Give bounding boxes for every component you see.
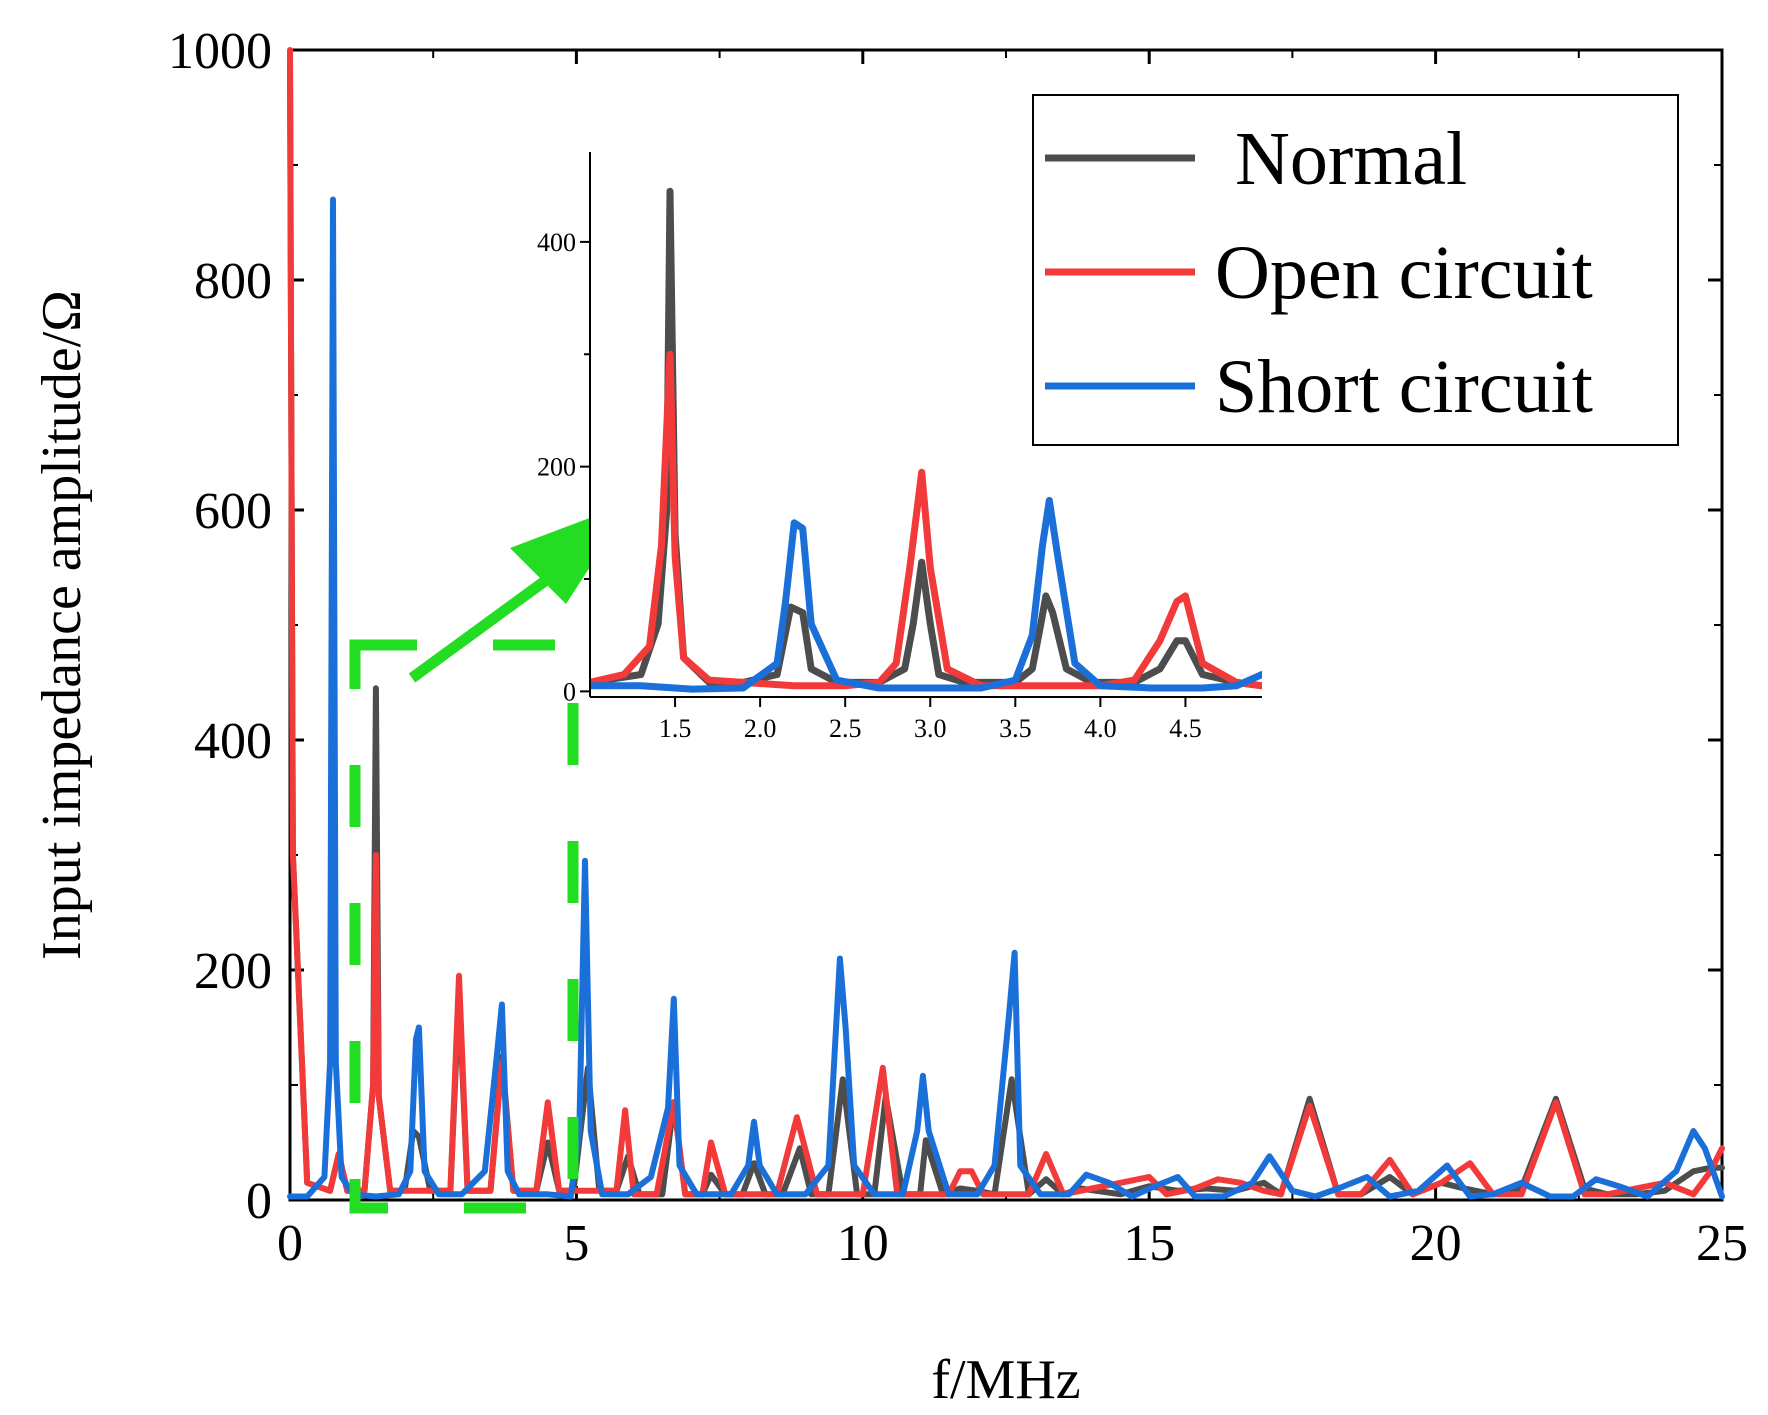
x-tick-label: 0: [277, 1215, 303, 1272]
main-axis-ticks: 0 5 10 15 20 25 0 200 400 600 800 1000: [168, 23, 1748, 1272]
inset-x-tick-label: 4.0: [1084, 714, 1117, 743]
y-tick-label: 600: [194, 483, 272, 540]
inset-x-tick-label: 1.5: [659, 714, 692, 743]
inset-x-tick-label: 2.0: [744, 714, 777, 743]
y-axis-label: Input impedance amplitude/Ω: [31, 290, 93, 960]
inset-series-group: [590, 187, 1262, 693]
y-tick-label: 1000: [168, 23, 272, 80]
legend-label-normal: Normal: [1235, 117, 1467, 201]
inset-x-tick-label: 4.5: [1169, 714, 1202, 743]
inset-x-tick-label: 3.0: [914, 714, 947, 743]
x-tick-label: 25: [1696, 1215, 1748, 1272]
x-axis-label: f/MHz: [931, 1349, 1080, 1411]
legend: Normal Open circuit Short circuit: [1032, 94, 1679, 446]
main-series-group: [287, 47, 1725, 1200]
inset-axis-ticks: 1.5 2.0 2.5 3.0 3.5 4.0 4.5 0 200 400: [537, 228, 1202, 743]
y-tick-label: 400: [194, 713, 272, 770]
inset-x-tick-label: 3.5: [999, 714, 1032, 743]
legend-label-short-circuit: Short circuit: [1215, 345, 1593, 429]
inset-series-line-open-circuit: [590, 350, 1262, 690]
inset-y-tick-label: 400: [537, 228, 576, 257]
series-line-short-circuit: [287, 196, 1725, 1200]
y-tick-label: 200: [194, 943, 272, 1000]
x-tick-label: 10: [837, 1215, 889, 1272]
legend-label-open-circuit: Open circuit: [1215, 231, 1593, 315]
y-tick-label: 800: [194, 253, 272, 310]
zoom-region-box: [349, 639, 579, 1214]
x-tick-label: 5: [563, 1215, 589, 1272]
zoom-arrow-shaft: [408, 565, 564, 683]
y-tick-label: 0: [246, 1173, 272, 1230]
inset-series-line-short-circuit: [590, 496, 1262, 693]
inset-x-tick-label: 2.5: [829, 714, 862, 743]
inset-y-tick-label: 0: [563, 677, 576, 706]
x-tick-label: 15: [1123, 1215, 1175, 1272]
x-tick-label: 20: [1410, 1215, 1462, 1272]
inset-y-tick-label: 200: [537, 453, 576, 482]
